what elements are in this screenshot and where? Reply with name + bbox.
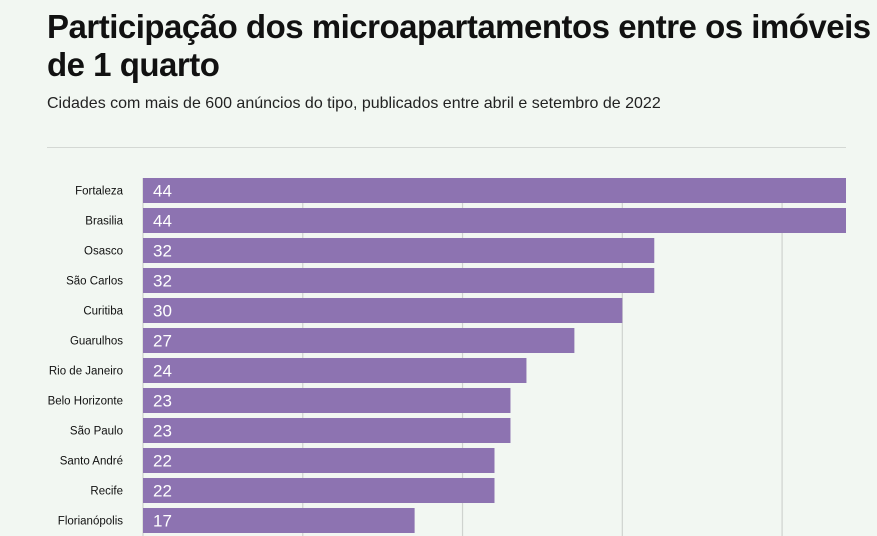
value-label: 23 — [153, 392, 172, 411]
value-label: 30 — [153, 302, 172, 321]
category-label: Brasilia — [85, 216, 123, 228]
value-label: 23 — [153, 422, 172, 441]
value-label: 24 — [153, 362, 172, 381]
bar — [143, 478, 495, 503]
bar — [143, 418, 511, 443]
chart-title: Participação dos microapartamentos entre… — [47, 8, 871, 83]
category-label: Osasco — [84, 246, 123, 258]
category-label: São Paulo — [70, 426, 123, 438]
bar — [143, 268, 655, 293]
bar — [143, 238, 655, 263]
value-label: 32 — [153, 242, 172, 261]
bar — [143, 208, 846, 233]
value-label: 27 — [153, 332, 172, 351]
category-label: São Carlos — [66, 276, 123, 288]
bar — [143, 298, 623, 323]
category-label: Santo André — [60, 456, 123, 468]
bar — [143, 178, 846, 203]
category-label: Recife — [90, 486, 123, 498]
category-label: Florianópolis — [58, 516, 123, 528]
value-label: 17 — [153, 512, 172, 531]
divider — [47, 147, 846, 148]
bar — [143, 388, 511, 413]
category-label: Guarulhos — [70, 336, 123, 348]
bar — [143, 508, 415, 533]
category-label: Fortaleza — [75, 186, 124, 198]
chart-subtitle: Cidades com mais de 600 anúncios do tipo… — [47, 95, 661, 112]
category-label: Curitiba — [83, 306, 123, 318]
bar — [143, 328, 575, 353]
value-label: 32 — [153, 272, 172, 291]
category-label: Belo Horizonte — [48, 396, 123, 408]
category-label: Rio de Janeiro — [49, 366, 123, 378]
value-label: 44 — [153, 182, 172, 201]
value-label: 44 — [153, 212, 172, 231]
bar — [143, 358, 527, 383]
value-label: 22 — [153, 482, 172, 501]
bar — [143, 448, 495, 473]
value-label: 22 — [153, 452, 172, 471]
